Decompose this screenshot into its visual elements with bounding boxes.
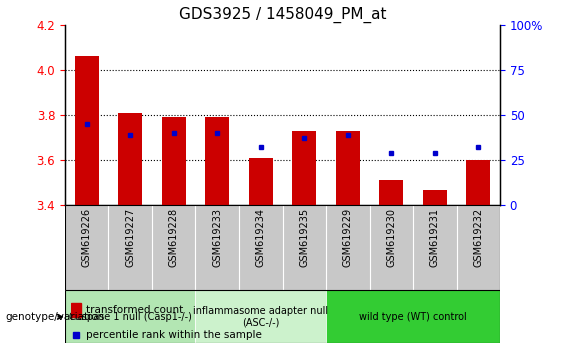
Bar	[118, 113, 142, 205]
Bar	[75, 56, 99, 205]
Bar	[65, 205, 108, 290]
Bar	[71, 303, 81, 317]
Bar	[466, 160, 490, 205]
Text: GSM619228: GSM619228	[169, 208, 179, 267]
Bar	[195, 290, 326, 343]
Text: Caspase 1 null (Casp1-/-): Caspase 1 null (Casp1-/-)	[69, 312, 192, 322]
Text: GSM619231: GSM619231	[430, 208, 440, 267]
Text: wild type (WT) control: wild type (WT) control	[359, 312, 467, 322]
Bar	[162, 117, 186, 205]
Bar	[379, 181, 403, 205]
Text: GSM619235: GSM619235	[299, 208, 309, 267]
Bar	[249, 158, 273, 205]
Bar	[108, 205, 152, 290]
Text: GSM619234: GSM619234	[256, 208, 266, 267]
Bar	[423, 189, 447, 205]
Bar	[195, 205, 239, 290]
Title: GDS3925 / 1458049_PM_at: GDS3925 / 1458049_PM_at	[179, 7, 386, 23]
Bar	[205, 117, 229, 205]
Bar	[239, 205, 282, 290]
Text: percentile rank within the sample: percentile rank within the sample	[86, 330, 262, 340]
Text: GSM619233: GSM619233	[212, 208, 222, 267]
Text: GSM619226: GSM619226	[82, 208, 92, 267]
Text: GSM619230: GSM619230	[386, 208, 396, 267]
Bar	[152, 205, 195, 290]
Bar	[326, 205, 370, 290]
Text: GSM619227: GSM619227	[125, 208, 135, 267]
Bar	[457, 205, 500, 290]
Text: transformed count: transformed count	[86, 305, 184, 315]
Text: genotype/variation: genotype/variation	[6, 312, 105, 322]
Text: GSM619232: GSM619232	[473, 208, 483, 267]
Bar	[413, 205, 457, 290]
Text: GSM619229: GSM619229	[343, 208, 353, 267]
Bar	[326, 290, 500, 343]
Bar	[282, 205, 326, 290]
Text: inflammasome adapter null
(ASC-/-): inflammasome adapter null (ASC-/-)	[193, 306, 328, 328]
Bar	[336, 131, 360, 205]
Bar	[65, 290, 195, 343]
Bar	[292, 131, 316, 205]
Bar	[370, 205, 413, 290]
